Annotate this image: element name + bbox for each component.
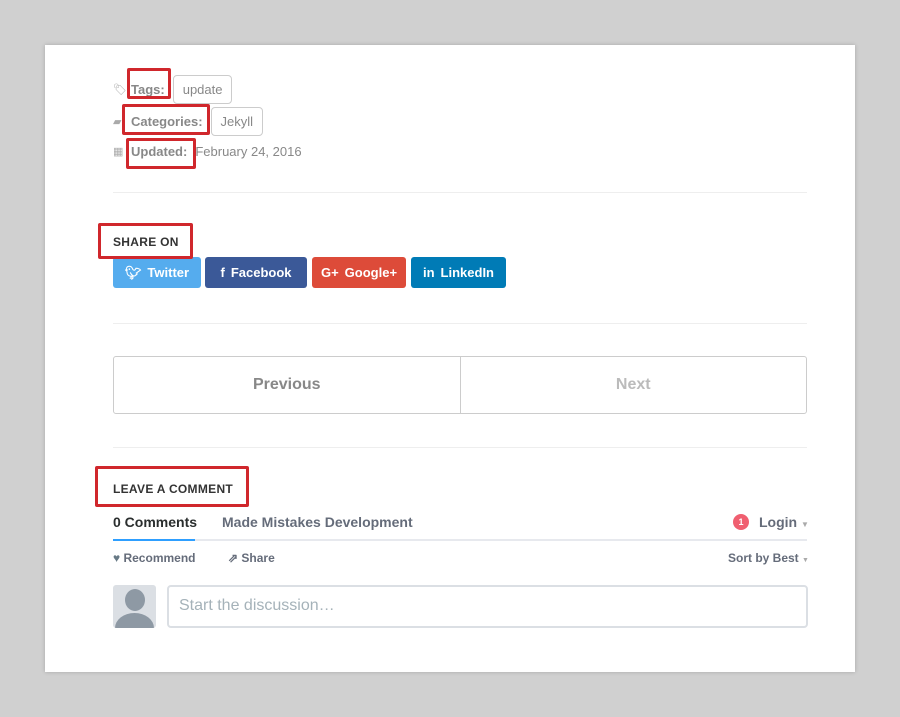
tags-icon: 🏷 bbox=[113, 84, 127, 96]
avatar bbox=[113, 585, 156, 628]
comments-count-tab[interactable]: 0 Comments bbox=[113, 514, 198, 530]
facebook-label: Facebook bbox=[230, 265, 292, 280]
twitter-icon: 🐦︎ bbox=[124, 264, 142, 280]
twitter-share-button[interactable]: 🐦︎ Twitter bbox=[113, 257, 201, 288]
highlight-box bbox=[95, 466, 249, 507]
sort-dropdown[interactable]: Sort by Best ▼ bbox=[728, 551, 809, 565]
share-thread-button[interactable]: ⇗ Share bbox=[228, 551, 275, 565]
facebook-icon: f bbox=[220, 265, 225, 280]
divider bbox=[113, 192, 807, 193]
updated-date: February 24, 2016 bbox=[195, 144, 302, 159]
divider bbox=[113, 447, 807, 448]
heart-icon: ♥ bbox=[113, 551, 121, 565]
share-label: Share bbox=[241, 551, 275, 565]
notification-badge[interactable]: 1 bbox=[733, 514, 749, 530]
folder-icon: ▰ bbox=[113, 116, 122, 128]
pagination: Previous Next bbox=[113, 356, 807, 414]
previous-button[interactable]: Previous bbox=[114, 357, 461, 413]
linkedin-share-button[interactable]: in LinkedIn bbox=[411, 257, 506, 288]
category-link[interactable]: Jekyll bbox=[210, 107, 264, 136]
comment-title: LEAVE A COMMENT bbox=[113, 482, 234, 496]
highlight-box bbox=[127, 68, 171, 99]
chevron-down-icon: ▼ bbox=[802, 557, 809, 564]
comment-input[interactable]: Start the discussion… bbox=[167, 585, 808, 628]
site-tab[interactable]: Made Mistakes Development bbox=[222, 514, 413, 530]
active-tab-indicator bbox=[113, 539, 195, 541]
linkedin-label: LinkedIn bbox=[440, 265, 494, 280]
login-dropdown[interactable]: Login ▼ bbox=[759, 514, 809, 530]
next-button[interactable]: Next bbox=[615, 376, 651, 393]
tab-underline bbox=[113, 539, 807, 541]
chevron-down-icon: ▼ bbox=[801, 520, 809, 529]
highlight-box bbox=[98, 223, 193, 259]
post-footer bbox=[45, 45, 855, 672]
calendar-icon: ▦ bbox=[113, 146, 124, 158]
tags-row: 🏷 Tags: update bbox=[113, 75, 233, 104]
highlight-box bbox=[126, 138, 196, 169]
highlight-box bbox=[122, 104, 210, 135]
updated-row: ▦ Updated: February 24, 2016 bbox=[113, 144, 302, 159]
categories-label: Categories: bbox=[131, 114, 203, 129]
share-title: SHARE ON bbox=[113, 235, 179, 249]
divider bbox=[113, 323, 807, 324]
login-label: Login bbox=[759, 514, 798, 530]
google-plus-label: Google+ bbox=[344, 265, 398, 280]
recommend-button[interactable]: ♥ Recommend bbox=[113, 551, 196, 565]
recommend-label: Recommend bbox=[123, 551, 196, 565]
tag-link[interactable]: update bbox=[172, 75, 233, 104]
twitter-label: Twitter bbox=[147, 265, 190, 280]
tags-label: Tags: bbox=[131, 82, 165, 97]
updated-label: Updated: bbox=[131, 144, 188, 159]
sort-label: Sort by Best bbox=[728, 551, 799, 565]
share-icon: ⇗ bbox=[228, 551, 239, 565]
categories-row: ▰ Categories: Jekyll bbox=[113, 107, 264, 136]
google-plus-share-button[interactable]: G+ Google+ bbox=[312, 257, 406, 288]
facebook-share-button[interactable]: f Facebook bbox=[205, 257, 307, 288]
linkedin-icon: in bbox=[422, 265, 435, 280]
google-plus-icon: G+ bbox=[320, 265, 339, 280]
